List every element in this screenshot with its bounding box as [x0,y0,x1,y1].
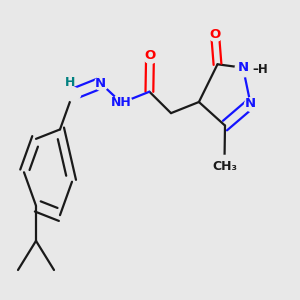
Text: N: N [237,61,249,74]
Text: O: O [209,28,221,41]
Text: H: H [64,76,75,89]
Text: N: N [95,76,106,90]
Text: –H: –H [252,63,268,76]
Text: CH₃: CH₃ [212,160,237,173]
Text: N: N [245,97,256,110]
Text: O: O [144,49,156,62]
Text: NH: NH [111,96,132,110]
